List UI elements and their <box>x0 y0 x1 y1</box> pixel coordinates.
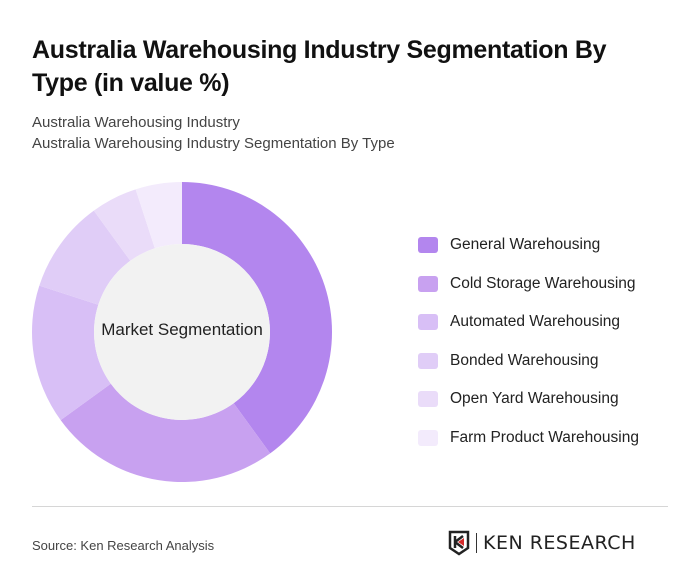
legend-label: Cold Storage Warehousing <box>450 274 636 292</box>
donut-center-label: Market Segmentation <box>101 320 263 339</box>
legend-item: Bonded Warehousing <box>418 342 639 381</box>
legend-label: General Warehousing <box>450 236 601 254</box>
legend-swatch <box>418 352 438 369</box>
legend-item: Farm Product Warehousing <box>418 419 639 458</box>
legend-swatch <box>418 391 438 408</box>
donut-slice-automated-warehousing <box>32 285 111 421</box>
chart-subtitle: Australia Warehousing Industry <box>32 114 240 131</box>
legend-label: Automated Warehousing <box>450 313 621 331</box>
ken-research-logo: KEN RESEARCH <box>448 530 636 556</box>
legend-swatch <box>418 314 438 331</box>
legend-label: Bonded Warehousing <box>450 351 599 369</box>
donut-slice-farm-product-warehousing <box>135 182 182 249</box>
donut-slice-open-yard-warehousing <box>93 189 155 261</box>
legend-label: Open Yard Warehousing <box>450 390 619 408</box>
donut-hole <box>94 244 270 420</box>
legend-swatch <box>418 275 438 292</box>
legend-label: Farm Product Warehousing <box>450 428 639 446</box>
legend-swatch <box>418 429 438 446</box>
donut-slice-bonded-warehousing <box>39 210 131 305</box>
legend-item: Open Yard Warehousing <box>418 380 639 419</box>
donut-slice-general-warehousing <box>182 182 332 454</box>
legend-item: General Warehousing <box>418 226 639 265</box>
legend: General Warehousing Cold Storage Warehous… <box>418 226 639 457</box>
donut-slice-cold-storage-warehousing <box>60 383 271 482</box>
ken-research-k-shield-icon <box>448 530 470 556</box>
chart-subtitle-2: Australia Warehousing Industry Segmentat… <box>32 135 395 152</box>
chart-title: Australia Warehousing Industry Segmentat… <box>32 36 607 97</box>
legend-item: Automated Warehousing <box>418 303 639 342</box>
divider <box>32 506 668 507</box>
legend-swatch <box>418 237 438 254</box>
legend-item: Cold Storage Warehousing <box>418 265 639 304</box>
source-note: Source: Ken Research Analysis <box>32 538 215 553</box>
logo-text: KEN RESEARCH <box>483 532 636 554</box>
donut-chart <box>32 182 332 482</box>
